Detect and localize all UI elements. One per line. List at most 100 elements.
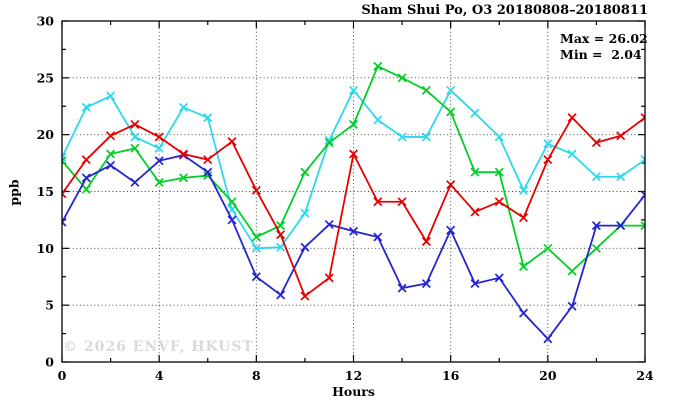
data-point-marker [300, 242, 310, 252]
data-point-marker [227, 197, 237, 207]
data-point-marker [494, 197, 504, 207]
data-point-marker [591, 221, 601, 231]
data-point-marker [178, 173, 188, 183]
y-tick-label: 15 [37, 184, 54, 199]
data-point-marker [203, 171, 213, 181]
data-point-marker [616, 172, 626, 182]
x-tick-label: 4 [155, 368, 164, 383]
data-point-marker [203, 167, 213, 177]
x-axis-label: Hours [332, 384, 375, 399]
data-point-marker [567, 113, 577, 123]
data-point-marker [130, 143, 140, 153]
data-point-marker [130, 119, 140, 129]
max-value-label: Max = 26.02 [560, 31, 648, 46]
data-point-marker [519, 185, 529, 195]
data-point-marker [62, 159, 67, 166]
data-point-marker [421, 279, 431, 289]
data-point-marker [494, 132, 504, 142]
data-point-marker [591, 138, 601, 148]
y-tick-label: 20 [37, 127, 55, 142]
data-point-marker [178, 102, 188, 112]
data-point-marker [567, 266, 577, 276]
y-axis-label: ppb [6, 179, 22, 206]
data-point-marker [62, 156, 67, 163]
data-point-marker [81, 155, 91, 165]
data-point-marker [397, 73, 407, 83]
data-point-marker [519, 262, 529, 272]
data-point-marker [203, 155, 213, 165]
data-point-marker [154, 156, 164, 166]
data-point-marker [640, 224, 645, 231]
x-tick-label: 24 [636, 368, 654, 383]
data-point-marker [640, 155, 645, 161]
data-point-marker [154, 132, 164, 142]
data-point-marker [567, 149, 577, 159]
x-tick-labels: 0 4 8 12 16 20 24 [58, 368, 654, 383]
data-point-marker [106, 160, 116, 170]
data-point-marker [421, 132, 431, 142]
x-tick-label: 16 [442, 368, 460, 383]
data-point-marker [397, 132, 407, 142]
data-point-marker [397, 283, 407, 293]
data-point-marker [470, 167, 480, 177]
data-point-marker [62, 189, 67, 195]
data-point-marker [62, 192, 67, 199]
data-point-marker [543, 334, 553, 344]
data-point-marker [81, 184, 91, 194]
data-point-marker [348, 149, 359, 159]
data-point-marker [519, 213, 529, 223]
y-tick-label: 30 [37, 14, 55, 29]
x-tick-label: 0 [58, 368, 67, 383]
x-tick-label: 12 [345, 368, 362, 383]
data-point-marker [470, 279, 480, 289]
data-point-marker [251, 243, 261, 253]
data-point-marker [421, 85, 431, 95]
data-point-marker [591, 243, 601, 253]
watermark-text: © 2026 ENVF, HKUST [63, 339, 254, 355]
data-point-marker [154, 177, 164, 187]
data-point-marker [62, 217, 67, 224]
series-line-blue [62, 154, 645, 341]
data-point-marker [81, 173, 91, 183]
data-point-marker [373, 232, 383, 242]
min-value-label: Min = 2.04 [560, 47, 642, 62]
data-point-marker [300, 167, 310, 177]
data-point-marker [62, 152, 67, 159]
data-point-marker [130, 132, 140, 142]
data-point-marker [348, 226, 359, 236]
data-point-marker [640, 193, 645, 200]
data-point-marker [446, 180, 456, 190]
data-point-marker [324, 219, 334, 229]
series-plot-area [62, 61, 645, 344]
data-point-marker [446, 107, 456, 117]
plot-border [61, 20, 646, 363]
data-point-marker [106, 149, 116, 159]
data-point-marker [300, 291, 310, 301]
data-point-marker [227, 215, 237, 225]
gridlines [62, 21, 645, 362]
y-tick-label: 5 [45, 298, 54, 313]
data-point-marker [373, 115, 383, 125]
data-point-marker [640, 221, 645, 227]
series-red [62, 113, 645, 301]
data-point-marker [106, 91, 116, 101]
data-point-marker [640, 190, 645, 197]
data-point-marker [421, 237, 431, 247]
data-point-marker [251, 232, 261, 242]
data-point-marker [203, 113, 213, 123]
data-point-marker [324, 138, 334, 148]
data-point-marker [543, 155, 553, 165]
data-point-marker [348, 85, 359, 95]
data-point-marker [276, 230, 286, 240]
data-point-marker [300, 208, 310, 218]
data-point-marker [154, 143, 164, 153]
data-point-marker [519, 308, 529, 318]
stats-annotation: Max = 26.02 Min = 2.04 [560, 31, 648, 63]
data-point-marker [130, 177, 140, 187]
data-point-marker [446, 225, 456, 235]
data-point-marker [251, 272, 261, 282]
data-point-marker [276, 242, 286, 252]
data-point-marker [543, 243, 553, 253]
data-point-marker [373, 197, 383, 207]
